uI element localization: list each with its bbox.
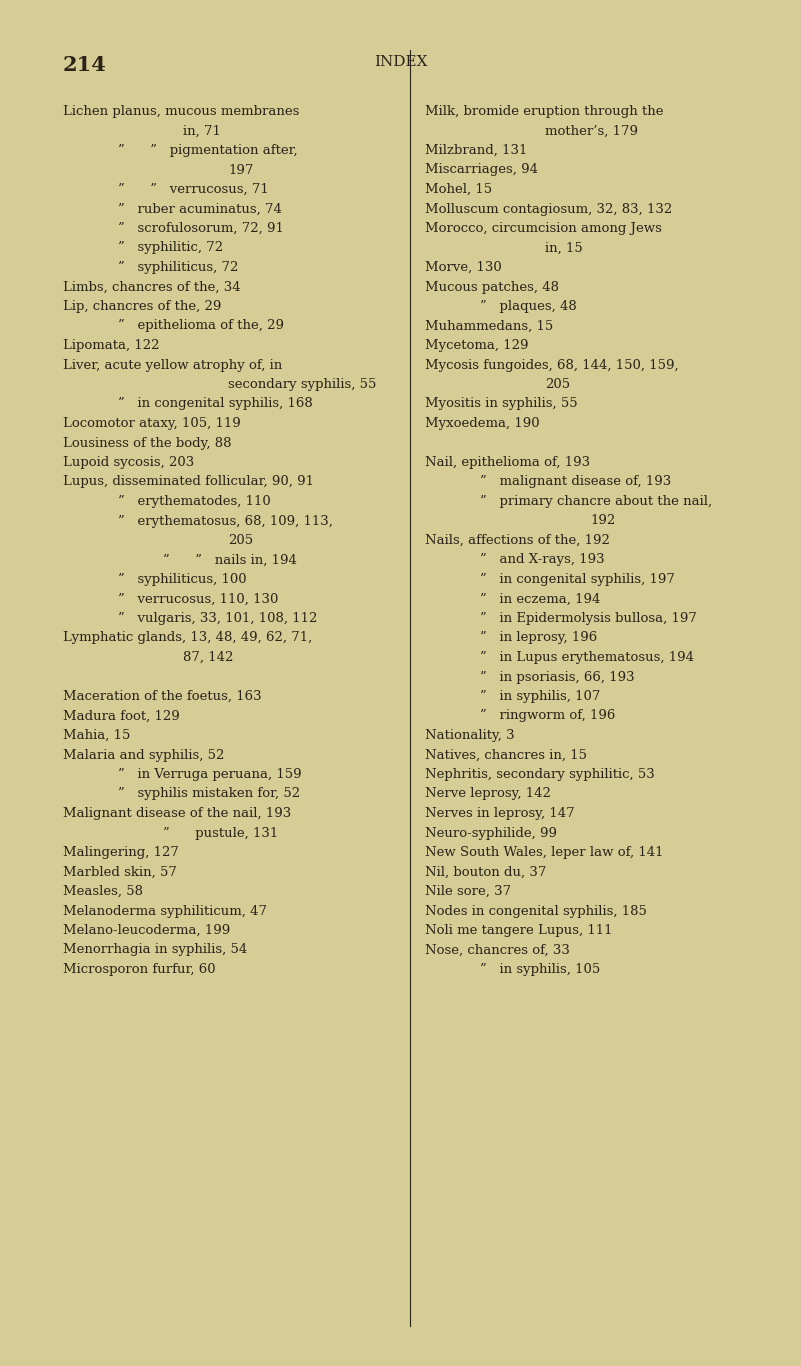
Text: ”   syphiliticus, 100: ” syphiliticus, 100: [118, 572, 247, 586]
Text: in, 71: in, 71: [183, 124, 221, 138]
Text: Neuro-syphilide, 99: Neuro-syphilide, 99: [425, 826, 557, 840]
Text: ”   and X-rays, 193: ” and X-rays, 193: [480, 553, 605, 567]
Text: Lupoid sycosis, 203: Lupoid sycosis, 203: [63, 456, 195, 469]
Text: Nile sore, 37: Nile sore, 37: [425, 885, 511, 897]
Text: INDEX: INDEX: [374, 55, 427, 70]
Text: Lymphatic glands, 13, 48, 49, 62, 71,: Lymphatic glands, 13, 48, 49, 62, 71,: [63, 631, 312, 645]
Text: 197: 197: [228, 164, 253, 176]
Text: ”      ”   verrucosus, 71: ” ” verrucosus, 71: [118, 183, 269, 195]
Text: ”   in congenital syphilis, 197: ” in congenital syphilis, 197: [480, 572, 675, 586]
Text: ”   syphiliticus, 72: ” syphiliticus, 72: [118, 261, 239, 275]
Text: ”   in Epidermolysis bullosa, 197: ” in Epidermolysis bullosa, 197: [480, 612, 697, 626]
Text: ”   erythematosus, 68, 109, 113,: ” erythematosus, 68, 109, 113,: [118, 515, 333, 527]
Text: Nephritis, secondary syphilitic, 53: Nephritis, secondary syphilitic, 53: [425, 768, 654, 781]
Text: ”   primary chancre about the nail,: ” primary chancre about the nail,: [480, 494, 712, 508]
Text: Nails, affections of the, 192: Nails, affections of the, 192: [425, 534, 610, 546]
Text: Nationality, 3: Nationality, 3: [425, 729, 514, 742]
Text: Muhammedans, 15: Muhammedans, 15: [425, 320, 553, 332]
Text: Milzbrand, 131: Milzbrand, 131: [425, 143, 527, 157]
Text: Myositis in syphilis, 55: Myositis in syphilis, 55: [425, 398, 578, 411]
Text: 205: 205: [228, 534, 253, 546]
Text: ”   syphilis mistaken for, 52: ” syphilis mistaken for, 52: [118, 788, 300, 800]
Text: Melano-leucoderma, 199: Melano-leucoderma, 199: [63, 923, 230, 937]
Text: ”   vulgaris, 33, 101, 108, 112: ” vulgaris, 33, 101, 108, 112: [118, 612, 317, 626]
Text: Lupus, disseminated follicular, 90, 91: Lupus, disseminated follicular, 90, 91: [63, 475, 314, 489]
Text: Nerves in leprosy, 147: Nerves in leprosy, 147: [425, 807, 574, 820]
Text: Morocco, circumcision among Jews: Morocco, circumcision among Jews: [425, 223, 662, 235]
Text: Malingering, 127: Malingering, 127: [63, 846, 179, 859]
Text: Lipomata, 122: Lipomata, 122: [63, 339, 159, 352]
Text: ”   in psoriasis, 66, 193: ” in psoriasis, 66, 193: [480, 671, 634, 683]
Text: ”   malignant disease of, 193: ” malignant disease of, 193: [480, 475, 671, 489]
Text: ”   verrucosus, 110, 130: ” verrucosus, 110, 130: [118, 593, 279, 605]
Text: Locomotor ataxy, 105, 119: Locomotor ataxy, 105, 119: [63, 417, 241, 430]
Text: Mohel, 15: Mohel, 15: [425, 183, 492, 195]
Text: ”      pustule, 131: ” pustule, 131: [163, 826, 278, 840]
Text: Measles, 58: Measles, 58: [63, 885, 143, 897]
Text: Nodes in congenital syphilis, 185: Nodes in congenital syphilis, 185: [425, 904, 647, 918]
Text: ”   in syphilis, 105: ” in syphilis, 105: [480, 963, 600, 975]
Text: Malaria and syphilis, 52: Malaria and syphilis, 52: [63, 749, 224, 761]
Text: Lip, chancres of the, 29: Lip, chancres of the, 29: [63, 301, 221, 313]
Text: Lichen planus, mucous membranes: Lichen planus, mucous membranes: [63, 105, 300, 117]
Text: in, 15: in, 15: [545, 242, 583, 254]
Text: secondary syphilis, 55: secondary syphilis, 55: [228, 378, 376, 391]
Text: Natives, chancres in, 15: Natives, chancres in, 15: [425, 749, 587, 761]
Text: ”   in Lupus erythematosus, 194: ” in Lupus erythematosus, 194: [480, 652, 694, 664]
Text: Myxoedema, 190: Myxoedema, 190: [425, 417, 540, 430]
Text: Melanoderma syphiliticum, 47: Melanoderma syphiliticum, 47: [63, 904, 267, 918]
Text: mother’s, 179: mother’s, 179: [545, 124, 638, 138]
Text: Mahia, 15: Mahia, 15: [63, 729, 131, 742]
Text: Milk, bromide eruption through the: Milk, bromide eruption through the: [425, 105, 663, 117]
Text: Menorrhagia in syphilis, 54: Menorrhagia in syphilis, 54: [63, 944, 248, 956]
Text: ”   erythematodes, 110: ” erythematodes, 110: [118, 494, 271, 508]
Text: ”      ”   nails in, 194: ” ” nails in, 194: [163, 553, 297, 567]
Text: Liver, acute yellow atrophy of, in: Liver, acute yellow atrophy of, in: [63, 358, 282, 372]
Text: Marbled skin, 57: Marbled skin, 57: [63, 866, 177, 878]
Text: Morve, 130: Morve, 130: [425, 261, 501, 275]
Text: 192: 192: [590, 515, 615, 527]
Text: Noli me tangere Lupus, 111: Noli me tangere Lupus, 111: [425, 923, 613, 937]
Text: 205: 205: [545, 378, 570, 391]
Text: ”   in Verruga peruana, 159: ” in Verruga peruana, 159: [118, 768, 302, 781]
Text: Maceration of the foetus, 163: Maceration of the foetus, 163: [63, 690, 262, 703]
Text: Mucous patches, 48: Mucous patches, 48: [425, 280, 559, 294]
Text: Nerve leprosy, 142: Nerve leprosy, 142: [425, 788, 551, 800]
Text: Molluscum contagiosum, 32, 83, 132: Molluscum contagiosum, 32, 83, 132: [425, 202, 672, 216]
Text: Miscarriages, 94: Miscarriages, 94: [425, 164, 538, 176]
Text: Lousiness of the body, 88: Lousiness of the body, 88: [63, 437, 231, 449]
Text: ”   in leprosy, 196: ” in leprosy, 196: [480, 631, 598, 645]
Text: 214: 214: [63, 55, 107, 75]
Text: Madura foot, 129: Madura foot, 129: [63, 709, 179, 723]
Text: Nil, bouton du, 37: Nil, bouton du, 37: [425, 866, 546, 878]
Text: ”   in eczema, 194: ” in eczema, 194: [480, 593, 601, 605]
Text: ”   in syphilis, 107: ” in syphilis, 107: [480, 690, 601, 703]
Text: Malignant disease of the nail, 193: Malignant disease of the nail, 193: [63, 807, 292, 820]
Text: Microsporon furfur, 60: Microsporon furfur, 60: [63, 963, 215, 975]
Text: ”   ruber acuminatus, 74: ” ruber acuminatus, 74: [118, 202, 282, 216]
Text: Nose, chancres of, 33: Nose, chancres of, 33: [425, 944, 570, 956]
Text: ”      ”   pigmentation after,: ” ” pigmentation after,: [118, 143, 298, 157]
Text: ”   syphilitic, 72: ” syphilitic, 72: [118, 242, 223, 254]
Text: ”   in congenital syphilis, 168: ” in congenital syphilis, 168: [118, 398, 312, 411]
Text: Limbs, chancres of the, 34: Limbs, chancres of the, 34: [63, 280, 240, 294]
Text: Mycosis fungoides, 68, 144, 150, 159,: Mycosis fungoides, 68, 144, 150, 159,: [425, 358, 678, 372]
Text: Mycetoma, 129: Mycetoma, 129: [425, 339, 529, 352]
Text: ”   ringworm of, 196: ” ringworm of, 196: [480, 709, 615, 723]
Text: 87, 142: 87, 142: [183, 652, 233, 664]
Text: Nail, epithelioma of, 193: Nail, epithelioma of, 193: [425, 456, 590, 469]
Text: New South Wales, leper law of, 141: New South Wales, leper law of, 141: [425, 846, 663, 859]
Text: ”   plaques, 48: ” plaques, 48: [480, 301, 577, 313]
Text: ”   epithelioma of the, 29: ” epithelioma of the, 29: [118, 320, 284, 332]
Text: ”   scrofulosorum, 72, 91: ” scrofulosorum, 72, 91: [118, 223, 284, 235]
